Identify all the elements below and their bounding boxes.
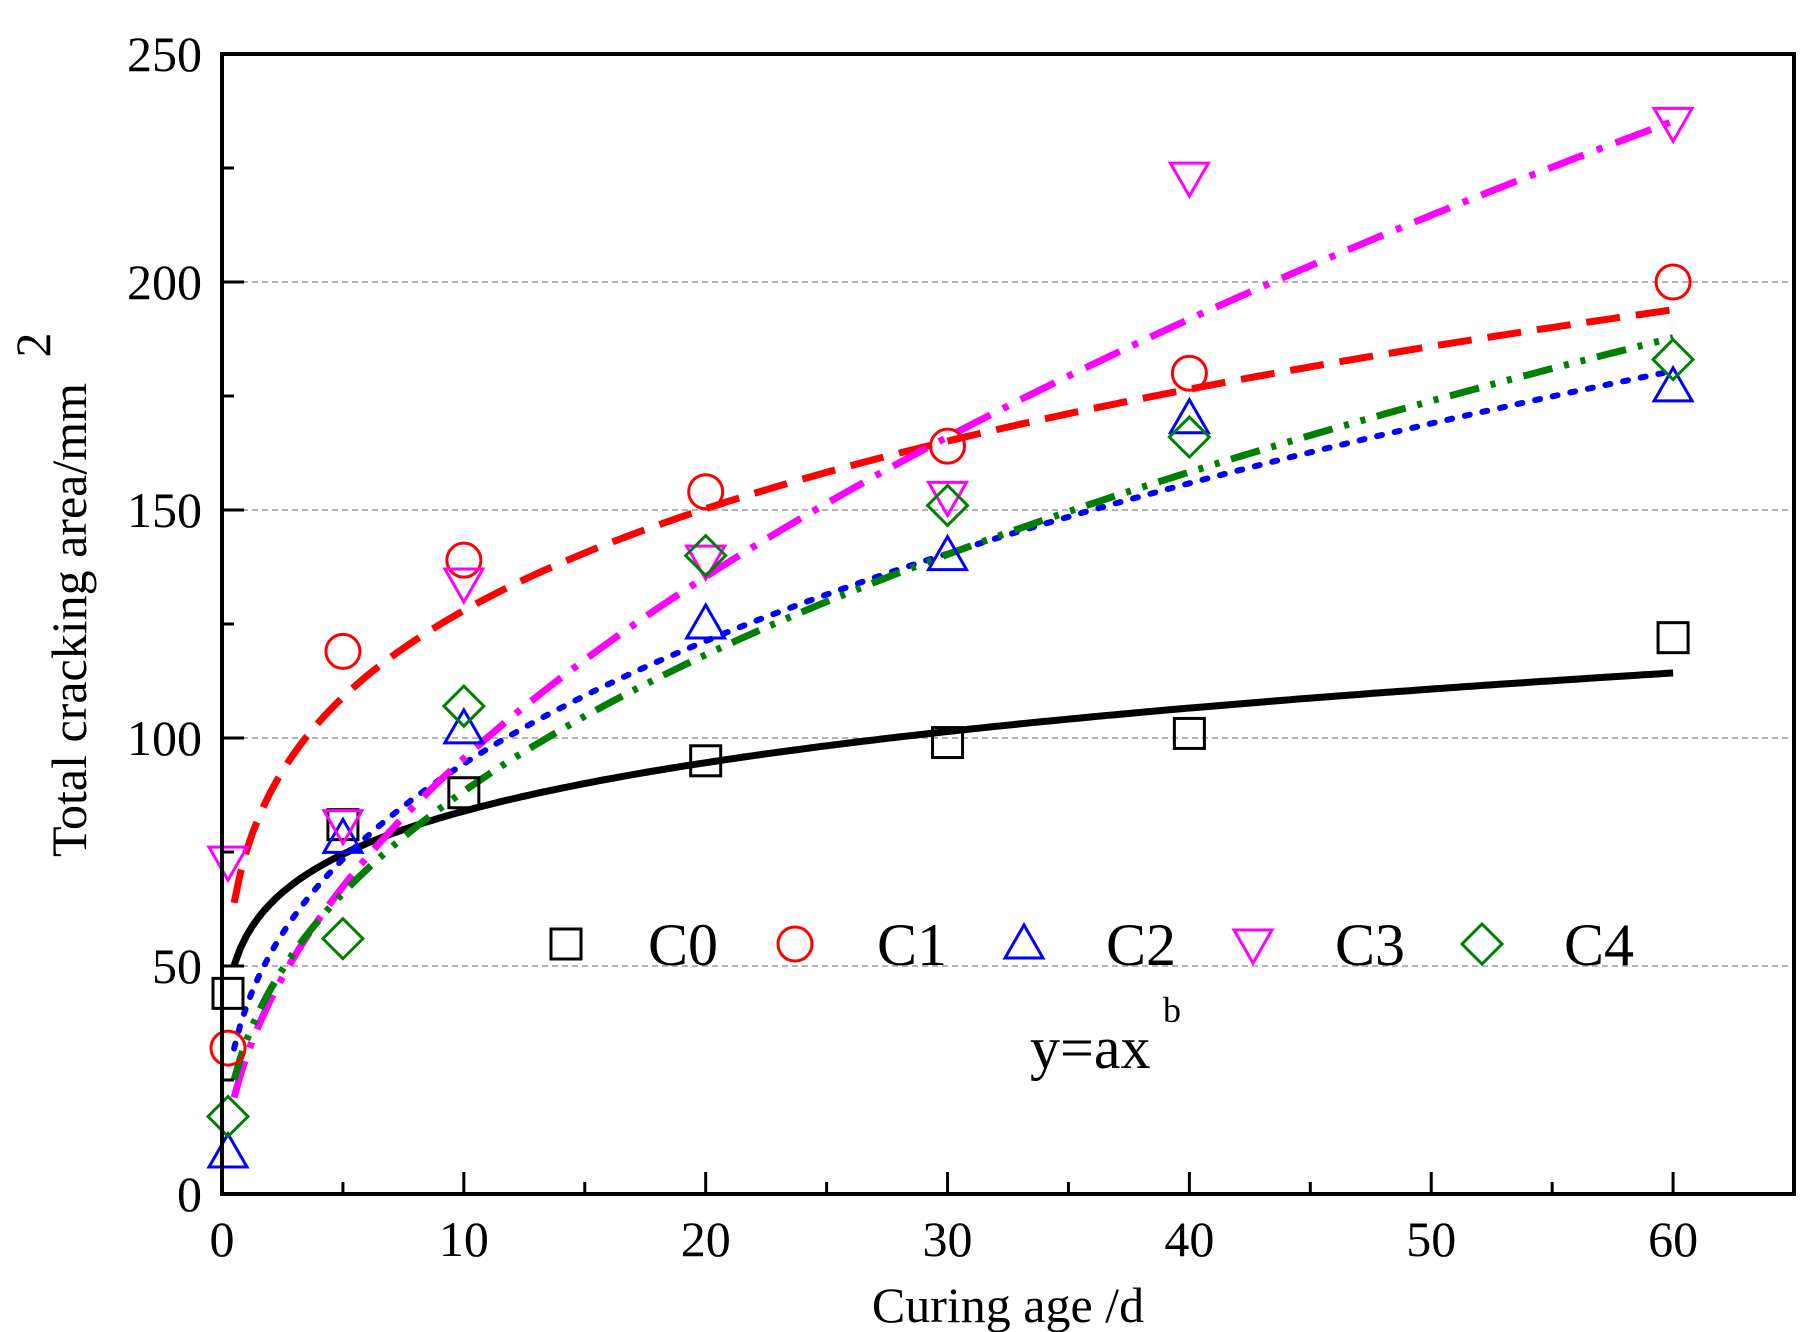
marker-c0 (689, 744, 723, 778)
marker-c4 (205, 1094, 251, 1139)
axis-ticks (220, 52, 1796, 1196)
legend-label-c4: C4 (1564, 912, 1634, 978)
marker-c3 (321, 809, 365, 847)
marker-c2 (206, 1130, 250, 1169)
x-tick-label: 10 (439, 1211, 489, 1267)
legend-marker-c2 (1002, 921, 1046, 960)
fit-equation: y=ax (1030, 1015, 1150, 1081)
x-axis-title: Curing age /d (872, 1277, 1144, 1332)
y-axis-title-sup-group: 2 (5, 333, 61, 358)
marker-c1 (687, 473, 725, 511)
plot-frame (220, 52, 1796, 1196)
legend-marker-c1 (776, 925, 814, 963)
fit-curve-c4 (230, 334, 1674, 1081)
marker-c0 (447, 776, 481, 810)
legend-marker-c0 (549, 927, 583, 961)
marker-c3 (684, 544, 728, 583)
y-tick-label: 50 (152, 938, 202, 994)
x-tick-label: 0 (210, 1211, 235, 1267)
marker-c0 (211, 976, 245, 1010)
y-axis-title: Total cracking area/mm (41, 383, 97, 857)
marker-c3 (442, 567, 486, 605)
y-tick-label: 100 (127, 710, 202, 766)
marker-c1 (929, 427, 967, 465)
marker-c2 (442, 706, 486, 745)
legend: C0 C1 C2 C3 C4 (549, 912, 1634, 978)
marker-c0 (931, 726, 965, 760)
legend-label-c1: C1 (877, 912, 947, 978)
marker-c3 (206, 845, 250, 884)
marker-c2 (925, 533, 970, 572)
marker-c4 (683, 533, 728, 578)
marker-c3 (1167, 161, 1211, 200)
marker-c1 (209, 1029, 247, 1067)
y-tick-label: 200 (127, 254, 202, 310)
tick-labels: 0 10 20 30 40 50 60 0 50 100 150 200 250 (127, 26, 1698, 1267)
gridlines (222, 281, 1794, 967)
marker-c3 (1651, 106, 1695, 145)
fit-curve-c3 (230, 118, 1675, 1099)
data-markers (205, 106, 1696, 1169)
fit-curve-c0 (230, 669, 1674, 967)
marker-c2 (1167, 396, 1211, 435)
marker-c4 (1167, 414, 1212, 460)
marker-c4 (441, 683, 486, 729)
legend-label-c3: C3 (1335, 912, 1405, 978)
legend-label-c0: C0 (648, 912, 718, 978)
marker-c3 (925, 480, 970, 519)
x-tick-label: 40 (1164, 1211, 1214, 1267)
fit-curve-c1 (230, 306, 1674, 904)
legend-marker-c3 (1231, 928, 1275, 967)
x-tick-label: 20 (681, 1211, 731, 1267)
marker-c2 (684, 601, 728, 640)
marker-c0 (1172, 716, 1206, 750)
x-tick-label: 30 (923, 1211, 973, 1267)
marker-c4 (1650, 337, 1696, 382)
marker-c0 (1656, 621, 1690, 655)
marker-c1 (324, 632, 362, 670)
y-tick-label: 0 (177, 1166, 202, 1222)
marker-c1 (445, 541, 483, 579)
marker-c2 (321, 816, 365, 854)
x-tick-label: 50 (1406, 1211, 1456, 1267)
x-tick-label: 60 (1648, 1211, 1698, 1267)
y-tick-label: 150 (127, 482, 202, 538)
marker-c4 (925, 483, 970, 528)
legend-label-c2: C2 (1106, 912, 1176, 978)
fit-curve-c2 (231, 367, 1677, 1052)
marker-c4 (320, 916, 366, 961)
fit-equation-exponent: b (1163, 990, 1181, 1030)
fit-curves (230, 118, 1677, 1099)
marker-c1 (1170, 354, 1208, 392)
y-axis-title-group: Total cracking area/mm (41, 383, 97, 857)
marker-c2 (1651, 364, 1695, 403)
y-tick-label: 250 (127, 26, 202, 82)
marker-c1 (1654, 263, 1692, 301)
legend-marker-c4 (1459, 921, 1505, 967)
y-axis-title-superscript: 2 (5, 333, 61, 358)
